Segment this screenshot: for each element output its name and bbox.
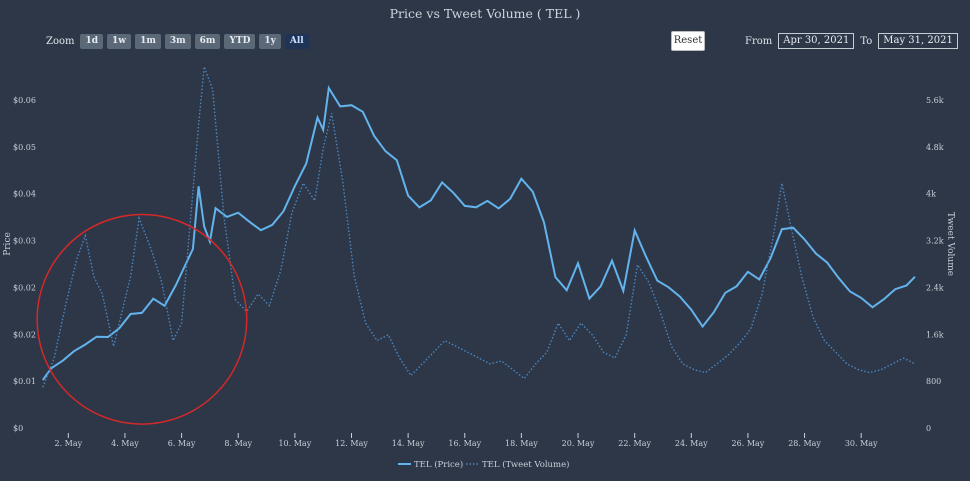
left-tick-label: $0 [13, 424, 23, 433]
highlight-circle-annotation [36, 213, 248, 425]
x-tick-label: 20. May [562, 439, 595, 448]
left-tick-label: $0.05 [13, 143, 36, 152]
left-tick-label: $0.02 [13, 330, 36, 339]
zoom-label: Zoom [46, 36, 75, 47]
zoom-button-all[interactable]: All [284, 34, 309, 49]
zoom-button-1w[interactable]: 1w [107, 34, 132, 49]
chart-title: Price vs Tweet Volume ( TEL ) [389, 6, 581, 21]
left-tick-label: $0.06 [13, 96, 36, 105]
x-tick-label: 10. May [278, 439, 311, 448]
zoom-button-1d[interactable]: 1d [80, 34, 104, 49]
left-axis-ticks: $0 $0.01 $0.02 $0.02 $0.03 $0.04 $0.05 $0.06 [13, 96, 36, 433]
x-tick-label: 30. May [845, 439, 878, 448]
tweet-volume-series-line[interactable] [42, 66, 916, 388]
x-tick-label: 14. May [392, 439, 425, 448]
legend-price-label[interactable]: TEL (Price) [414, 459, 463, 470]
x-tick-label: 28. May [788, 439, 821, 448]
right-tick-label: 3.2k [926, 237, 944, 246]
right-tick-label: 5.6k [926, 96, 944, 105]
right-tick-label: 0 [926, 424, 931, 433]
right-tick-label: 4.8k [926, 143, 944, 152]
left-tick-label: $0.02 [13, 283, 36, 292]
date-range-selector: From Apr 30, 2021 To May 31, 2021 [745, 33, 958, 49]
zoom-button-3m[interactable]: 3m [164, 34, 191, 49]
right-tick-label: 1.6k [926, 330, 944, 339]
annotation-layer [36, 213, 248, 425]
left-axis-title: Price [3, 232, 13, 256]
x-tick-label: 6. May [168, 439, 196, 448]
zoom-button-1m[interactable]: 1m [135, 34, 161, 49]
legend-volume-label[interactable]: TEL (Tweet Volume) [482, 459, 569, 470]
right-tick-label: 2.4k [926, 283, 944, 292]
series-layer [41, 66, 916, 388]
to-date-input[interactable]: May 31, 2021 [878, 33, 958, 49]
right-tick-label: 4k [926, 190, 936, 199]
left-tick-label: $0.03 [13, 237, 36, 246]
from-date-input[interactable]: Apr 30, 2021 [778, 33, 855, 49]
x-tick-label: 26. May [732, 439, 765, 448]
zoom-button-ytd[interactable]: YTD [224, 34, 256, 49]
legend: TEL (Price) TEL (Tweet Volume) [398, 459, 569, 470]
right-tick-label: 800 [926, 377, 941, 386]
x-tick-label: 22. May [618, 439, 651, 448]
x-tick-label: 12. May [335, 439, 368, 448]
x-tick-label: 8. May [224, 439, 252, 448]
left-tick-label: $0.04 [13, 190, 36, 199]
zoom-toolbar: Zoom 1d 1w 1m 3m 6m YTD 1y All [46, 34, 309, 49]
right-axis-title: Tweet Volume [945, 212, 955, 276]
x-tick-label: 24. May [675, 439, 708, 448]
to-label: To [860, 35, 873, 47]
left-tick-label: $0.01 [13, 377, 36, 386]
x-tick-label: 16. May [448, 439, 481, 448]
zoom-button-6m[interactable]: 6m [194, 34, 221, 49]
zoom-button-1y[interactable]: 1y [259, 34, 281, 49]
x-tick-label: 4. May [111, 439, 139, 448]
x-tick-label: 18. May [505, 439, 538, 448]
reset-button[interactable]: Reset [671, 31, 705, 51]
x-tick-label: 2. May [54, 439, 82, 448]
x-axis-ticks: 2. May 4. May 6. May 8. May 10. May 12. May 14… [54, 433, 878, 448]
from-label: From [745, 35, 773, 47]
price-series-line[interactable] [41, 85, 916, 381]
right-axis-ticks: 0 800 1.6k 2.4k 3.2k 4k 4.8k 5.6k [926, 96, 944, 433]
